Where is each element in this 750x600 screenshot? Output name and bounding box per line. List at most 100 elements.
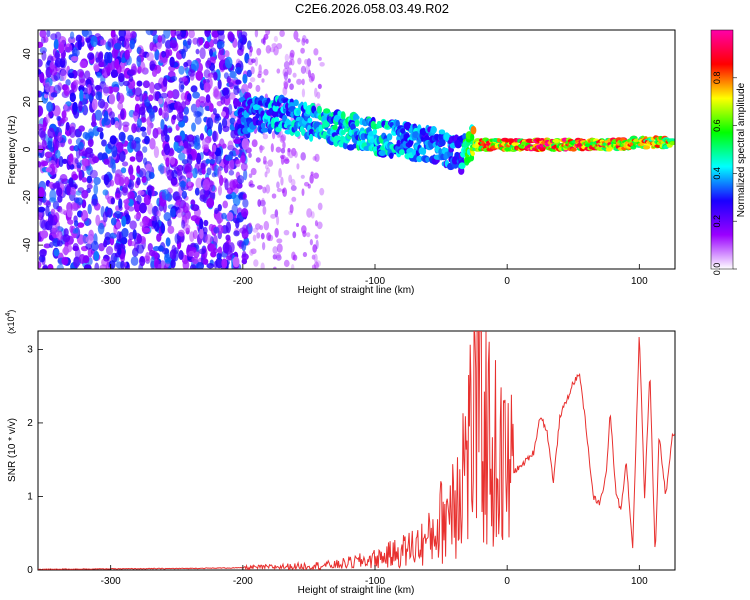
heatmap-cell xyxy=(169,39,178,49)
heatmap-cell xyxy=(101,258,108,267)
heatmap-cell xyxy=(242,193,247,200)
heatmap-cell xyxy=(181,48,186,59)
heatmap-cell xyxy=(308,69,312,78)
heatmap-cell xyxy=(52,182,61,189)
heatmap-cell xyxy=(275,252,281,259)
heatmap-cell xyxy=(421,147,427,156)
heatmap-cell xyxy=(112,86,120,93)
heatmap-cell xyxy=(294,130,301,137)
heatmap-cell xyxy=(81,30,89,37)
heatmap-cell xyxy=(552,138,560,143)
heatmap-cell xyxy=(354,119,360,127)
heatmap-cell xyxy=(165,157,170,168)
heatmap-cell xyxy=(263,220,270,231)
heatmap-cell xyxy=(191,204,200,212)
heatmap-cell xyxy=(212,144,217,153)
colorbar-tick-label: 0.0 xyxy=(712,263,722,276)
heatmap-cell xyxy=(350,123,356,131)
heatmap-cell xyxy=(291,263,295,269)
heatmap-cell xyxy=(279,135,285,143)
heatmap-cell xyxy=(38,211,43,219)
heatmap-cell xyxy=(87,203,92,215)
heatmap-cell xyxy=(174,30,182,37)
svg-text:(x104): (x104) xyxy=(5,310,16,334)
heatmap-cell xyxy=(314,153,320,163)
heatmap-cell xyxy=(205,60,212,68)
heatmap-cell xyxy=(280,176,284,186)
x-tick-label: 100 xyxy=(631,576,648,587)
heatmap-cell xyxy=(114,193,121,200)
heatmap-cell xyxy=(218,122,223,135)
x-tick-label: -200 xyxy=(233,576,253,587)
heatmap-cell xyxy=(93,183,99,196)
heatmap-cell xyxy=(199,133,205,141)
heatmap-cell xyxy=(47,140,53,149)
heatmap-cell xyxy=(150,256,156,268)
heatmap-cell xyxy=(77,222,85,228)
heatmap-cell xyxy=(309,174,314,184)
heatmap-cell xyxy=(85,243,93,250)
heatmap-cell xyxy=(243,168,248,181)
heatmap-cell xyxy=(287,67,292,76)
heatmap-cell xyxy=(171,114,177,121)
heatmap-cell xyxy=(54,52,61,60)
heatmap-cell xyxy=(169,208,176,218)
heatmap-cell xyxy=(301,78,305,86)
heatmap-cell xyxy=(90,83,95,93)
heatmap-cell xyxy=(274,209,279,218)
heatmap-cell xyxy=(71,173,79,181)
heatmap-cell xyxy=(352,143,357,149)
heatmap-cell xyxy=(236,174,245,185)
colorbar-tick-label: 0.8 xyxy=(712,72,722,85)
heatmap-cell xyxy=(213,90,222,100)
heatmap-cell xyxy=(250,58,256,64)
heatmap-cell xyxy=(163,30,171,39)
heatmap-cell xyxy=(107,38,114,48)
heatmap-cell xyxy=(82,104,89,116)
heatmap-cell xyxy=(261,78,265,83)
heatmap-cell xyxy=(283,229,290,236)
heatmap-cell xyxy=(282,141,286,150)
heatmap-cell xyxy=(39,30,47,39)
heatmap-cell xyxy=(261,241,266,251)
heatmap-cell xyxy=(109,179,115,187)
heatmap-cell xyxy=(332,124,338,131)
heatmap-cell xyxy=(206,197,215,209)
heatmap-cell xyxy=(92,156,100,164)
heatmap-cell xyxy=(228,158,235,171)
heatmap-cell xyxy=(226,77,231,84)
heatmap-cell xyxy=(270,143,274,153)
heatmap-cell xyxy=(49,241,54,249)
heatmap-cell xyxy=(105,65,111,73)
heatmap-cell xyxy=(87,30,93,38)
heatmap-cell xyxy=(264,171,268,178)
heatmap-cell xyxy=(103,240,108,248)
heatmap-cell xyxy=(285,118,290,126)
heatmap-cell xyxy=(83,264,92,269)
heatmap-cell xyxy=(229,117,236,125)
heatmap-cell xyxy=(203,82,211,93)
heatmap-cell xyxy=(174,233,181,245)
heatmap-cell xyxy=(252,104,261,111)
heatmap-cell xyxy=(191,256,199,265)
heatmap-cell xyxy=(154,222,160,232)
heatmap-cell xyxy=(192,229,198,240)
heatmap-cell xyxy=(187,38,192,46)
heatmap-cell xyxy=(43,36,49,43)
heatmap-cell xyxy=(398,149,405,156)
heatmap-cell xyxy=(224,154,233,161)
heatmap-cell xyxy=(292,254,298,261)
y-tick-label: 0 xyxy=(22,146,33,152)
heatmap-cell xyxy=(136,194,142,205)
heatmap-cell xyxy=(195,48,200,55)
heatmap-cell xyxy=(56,240,63,247)
heatmap-cell xyxy=(190,85,198,93)
heatmap-cell xyxy=(110,69,119,78)
heatmap-cell xyxy=(235,79,242,85)
heatmap-cell xyxy=(241,250,247,258)
y-tick-label: -40 xyxy=(22,237,33,252)
heatmap-cell xyxy=(108,93,116,105)
heatmap-cell xyxy=(90,35,98,48)
heatmap-cell xyxy=(141,131,147,138)
heatmap-cell xyxy=(164,134,170,143)
